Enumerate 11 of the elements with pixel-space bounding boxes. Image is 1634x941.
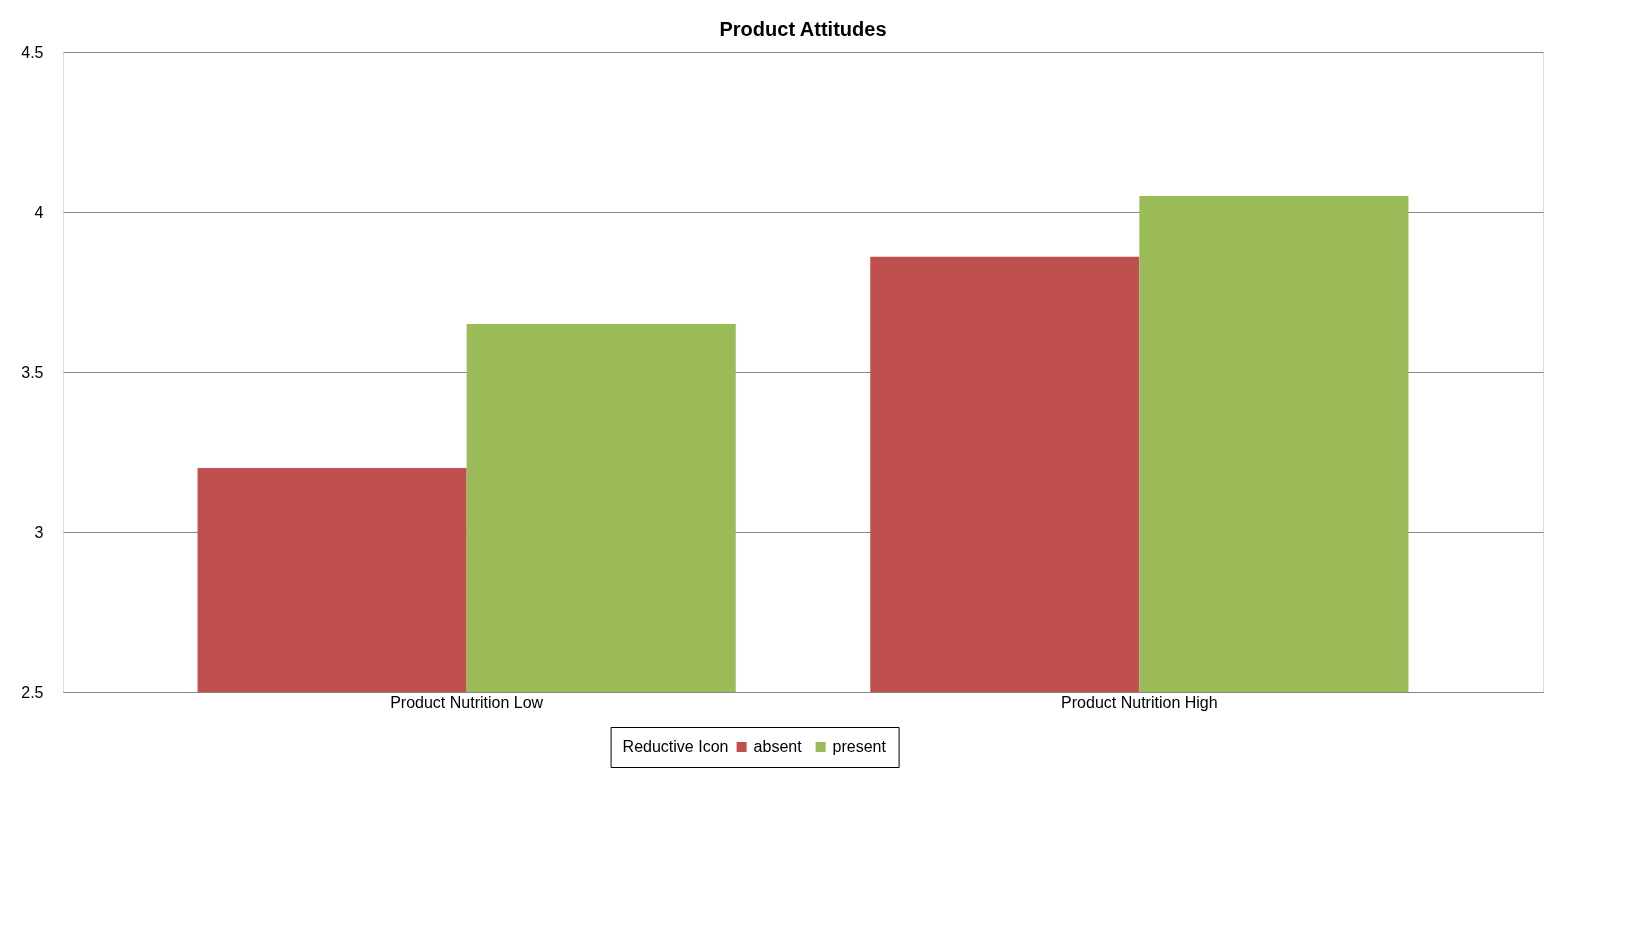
y-tick-label: 3.5 [21, 363, 44, 381]
y-tick-label: 2.5 [21, 683, 44, 701]
legend-label: absent [753, 738, 803, 755]
legend-label: present [832, 738, 887, 755]
x-tick-label: Product Nutrition Low [390, 693, 544, 711]
y-tick-label: 4 [34, 203, 44, 221]
legend-title: Reductive Icon [622, 738, 729, 755]
x-tick-label: Product Nutrition High [1061, 693, 1218, 711]
y-tick-label: 3 [34, 523, 44, 541]
y-tick-label: 4.5 [21, 43, 44, 61]
chart-title: Product Attitudes [719, 18, 887, 40]
